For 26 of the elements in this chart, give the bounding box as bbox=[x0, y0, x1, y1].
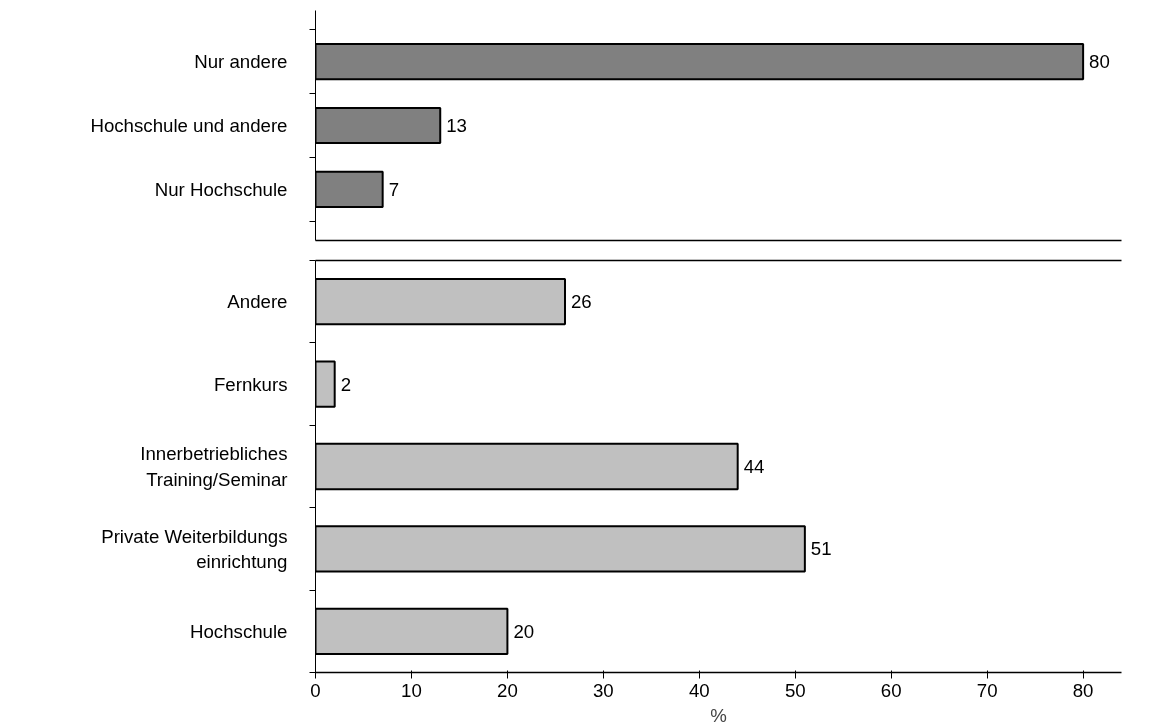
x-tick-label: 20 bbox=[497, 679, 518, 701]
x-tick-label: 80 bbox=[1072, 679, 1094, 701]
y-tick-label: Innerbetriebliches Training/Seminar bbox=[140, 443, 288, 490]
x-tick-label: 50 bbox=[784, 679, 806, 701]
x-tick-label: 40 bbox=[688, 679, 710, 701]
x-axis-title: % bbox=[710, 704, 727, 726]
x-tick-label: 60 bbox=[880, 679, 902, 701]
x-tick-label: 30 bbox=[592, 679, 614, 701]
data-label: 7 bbox=[388, 178, 400, 200]
x-tick-label: 0 bbox=[310, 679, 321, 701]
data-label: 13 bbox=[446, 115, 467, 136]
x-tick-label: 70 bbox=[976, 679, 998, 701]
data-label: 26 bbox=[570, 291, 592, 313]
data-label: 51 bbox=[810, 538, 832, 560]
y-tick-label: Hochschule und andere bbox=[90, 115, 288, 136]
y-tick-label: Nur Hochschule bbox=[154, 178, 288, 200]
y-tick-label: Fernkurs bbox=[213, 373, 288, 395]
data-label: 44 bbox=[743, 456, 765, 477]
y-tick-label: Hochschule bbox=[190, 620, 288, 642]
data-label: 80 bbox=[1089, 51, 1110, 73]
y-tick-label: Private Weiterbildungs einrichtung bbox=[101, 525, 288, 572]
x-tick-label: 10 bbox=[401, 679, 422, 701]
y-tick-label: Andere bbox=[227, 291, 288, 313]
y-tick-label: Nur andere bbox=[194, 51, 288, 73]
data-label: 20 bbox=[513, 620, 535, 642]
data-label: 2 bbox=[340, 373, 352, 395]
